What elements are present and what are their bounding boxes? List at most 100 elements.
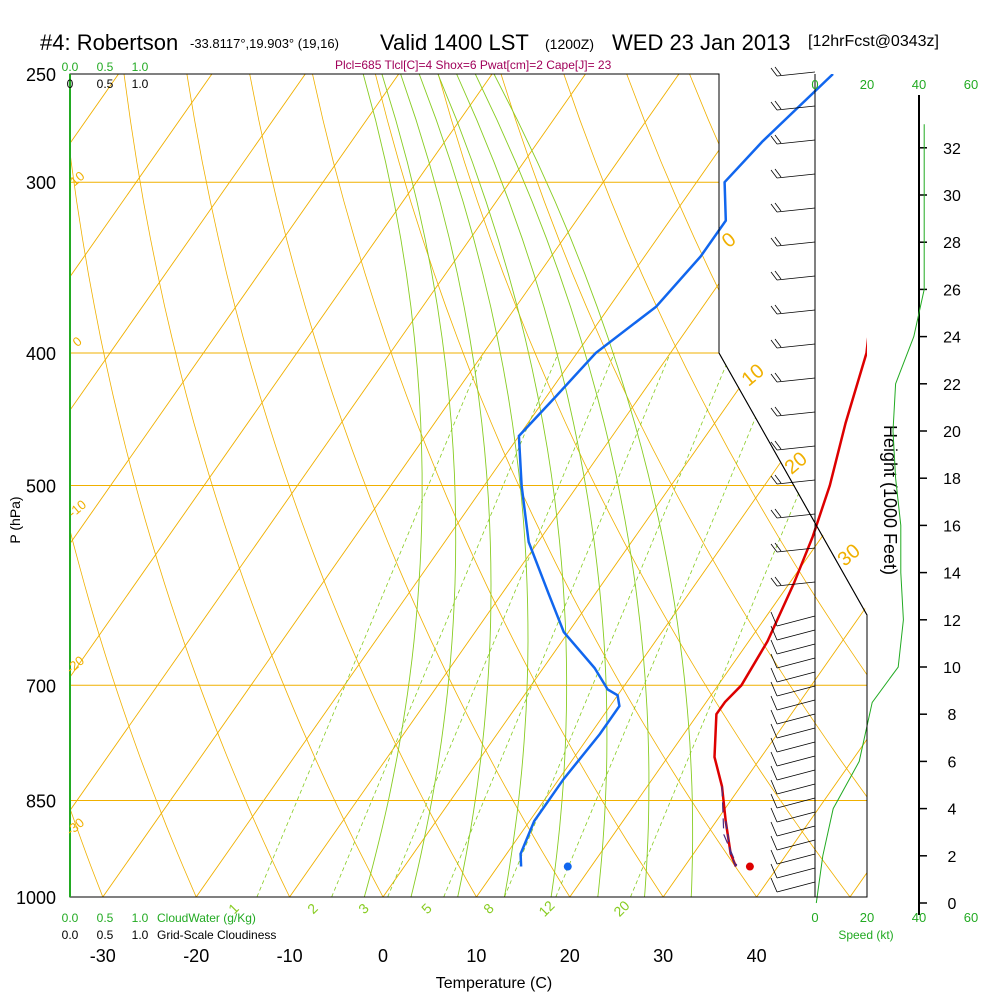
isotherm-line xyxy=(70,74,213,278)
dry-adiabat-line xyxy=(374,74,758,897)
temperature-tick-label: -10 xyxy=(277,946,303,966)
speed-tick-bottom: 40 xyxy=(912,910,926,925)
mixing-ratio-line xyxy=(256,352,484,897)
cloudwater-scale-top: 1.0 xyxy=(132,60,149,74)
mixing-ratio-line xyxy=(555,352,783,897)
wind-barb-feather xyxy=(770,835,778,851)
wind-barb xyxy=(776,139,816,145)
isotherm-label: 0 xyxy=(70,333,85,349)
wind-barb xyxy=(776,615,816,627)
height-tick-label: 0 xyxy=(948,896,957,913)
speed-label: Speed (kt) xyxy=(838,928,893,942)
dry-adiabat-line xyxy=(500,74,867,798)
wind-barb-feather xyxy=(770,793,778,809)
wind-barb-feather xyxy=(770,67,778,77)
isotherm-line xyxy=(70,74,493,678)
wind-barb xyxy=(776,309,816,315)
wind-barb-feather xyxy=(770,709,778,725)
wind-barb xyxy=(776,173,816,179)
pressure-tick-label: 1000 xyxy=(16,888,56,908)
isotherm-line xyxy=(70,74,587,812)
dry-adiabat-line xyxy=(0,25,20,927)
height-tick-label: 6 xyxy=(948,754,957,771)
wind-barb-feather xyxy=(770,849,778,865)
mixing-ratio-label: 3 xyxy=(355,900,372,917)
wind-barb-feather xyxy=(770,667,778,683)
wind-barb-feather xyxy=(774,576,782,586)
wind-barb-feather xyxy=(774,66,782,76)
pressure-tick-label: 250 xyxy=(26,65,56,85)
wind-barb xyxy=(776,755,816,767)
isotherm-line xyxy=(662,605,867,897)
cloudiness-scale-bottom: 0.5 xyxy=(97,928,114,942)
wind-barb-feather xyxy=(770,305,778,315)
height-tick-label: 30 xyxy=(943,188,961,205)
speed-tick-top: 0 xyxy=(811,77,818,92)
wind-barb-feather xyxy=(770,271,778,281)
wind-barb-feather xyxy=(770,339,778,349)
temperature-tick-label: -30 xyxy=(90,946,116,966)
wind-barb xyxy=(776,241,816,247)
plot-area xyxy=(0,25,1000,927)
wind-barb-feather xyxy=(770,611,778,627)
wind-barb xyxy=(776,445,816,451)
mixing-ratio-label: 20 xyxy=(610,897,632,919)
isotherm-line xyxy=(70,74,400,545)
wind-barb-feather xyxy=(774,542,782,552)
wind-barb xyxy=(776,769,816,781)
moist-adiabat-line xyxy=(493,74,694,897)
wind-barb xyxy=(776,377,816,383)
chart-title: #4: Robertson -33.8117°,19.903° (19,16) … xyxy=(0,30,1000,60)
mixing-ratio-label: 2 xyxy=(304,900,321,917)
wind-barb xyxy=(776,783,816,795)
cloudwater-scale-top: 0.5 xyxy=(97,60,114,74)
wind-barb-feather xyxy=(770,407,778,417)
temperature-tick-label: 0 xyxy=(378,946,388,966)
isotherm-label: -20 xyxy=(63,653,87,677)
cloudiness-label: Grid-Scale Cloudiness xyxy=(157,928,276,942)
wind-barb-feather xyxy=(774,508,782,518)
wind-barb-feather xyxy=(770,653,778,669)
height-tick-label: 20 xyxy=(943,424,961,441)
wind-barb xyxy=(776,811,816,823)
wind-barb-feather xyxy=(774,100,782,110)
wind-barb xyxy=(776,581,816,587)
isotherm-line xyxy=(756,738,867,897)
wind-barb-feather xyxy=(770,751,778,767)
height-tick-label: 12 xyxy=(943,613,961,630)
moist-adiabat-line xyxy=(418,74,529,897)
wind-barb xyxy=(776,867,816,879)
mixing-ratio-line xyxy=(387,352,615,897)
wind-barb-feather xyxy=(770,475,778,485)
wind-barb-feather xyxy=(770,695,778,711)
temperature-tick-label: 20 xyxy=(560,946,580,966)
wind-barb xyxy=(776,71,816,77)
cloudwater-scale-top: 0.0 xyxy=(62,60,79,74)
valid-time: Valid 1400 LST xyxy=(380,30,529,55)
speed-tick-top: 60 xyxy=(964,77,978,92)
cloudwater-label: CloudWater (g/Kg) xyxy=(157,911,256,925)
moist-adiabat-line xyxy=(456,74,608,897)
cloudwater-scale-bottom: 1.0 xyxy=(132,911,149,925)
temperature-profile-line xyxy=(713,337,867,867)
wind-barb xyxy=(776,881,816,893)
wind-barb xyxy=(776,643,816,655)
wind-barb xyxy=(776,713,816,725)
temperature-tick-label: 40 xyxy=(747,946,767,966)
pressure-tick-label: 850 xyxy=(26,792,56,812)
cloudiness-scale-bottom: 0.0 xyxy=(62,928,79,942)
wind-barb xyxy=(776,825,816,837)
moist-adiabat-line xyxy=(437,74,568,897)
mixing-ratio-label: 12 xyxy=(535,897,557,919)
wind-barb-feather xyxy=(774,270,782,280)
cloudwater-scale-bottom: 0.0 xyxy=(62,911,79,925)
wind-barb-feather xyxy=(774,168,782,178)
wind-barb xyxy=(776,741,816,753)
dry-adiabat-line xyxy=(854,25,1000,927)
wind-barb-feather xyxy=(774,440,782,450)
dewpoint-surface-marker xyxy=(563,862,572,871)
wind-barb-feather xyxy=(770,779,778,795)
height-tick-label: 18 xyxy=(943,471,961,488)
